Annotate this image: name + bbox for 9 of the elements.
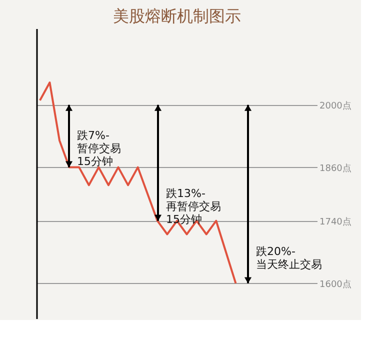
annotation: 跌13%- 再暂停交易 15分钟 (166, 187, 221, 226)
y-tick-label: 1600点 (320, 278, 352, 290)
y-tick-label: 1860点 (320, 162, 352, 174)
annotation: 跌20%- 当天终止交易 (256, 245, 322, 272)
annotation: 跌7%- 暂停交易 15分钟 (77, 129, 121, 168)
line-series (38, 82, 237, 284)
y-tick-label: 1740点 (320, 216, 352, 228)
y-tick-label: 2000点 (320, 100, 352, 112)
chart-title: 美股熔断机制图示 (113, 6, 241, 26)
